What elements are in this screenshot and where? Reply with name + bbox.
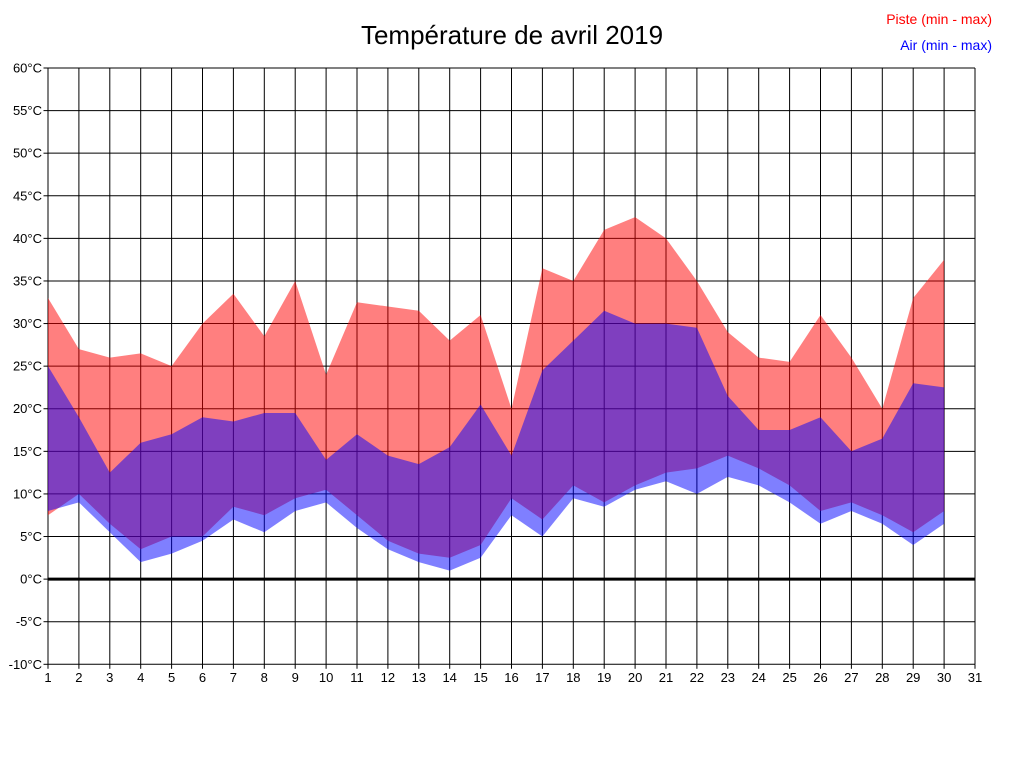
legend-item-piste: Piste (min - max)	[886, 11, 992, 27]
x-tick-label: 7	[230, 670, 237, 685]
x-tick-label: 22	[690, 670, 704, 685]
x-tick-label: 12	[381, 670, 395, 685]
y-tick-label: 5°C	[20, 529, 42, 544]
y-axis-labels: 60°C 55°C 50°C 45°C 40°C 35°C 30°C 25°C 20°C 15°C…	[9, 61, 42, 672]
x-tick-label: 8	[261, 670, 268, 685]
x-tick-label: 4	[137, 670, 144, 685]
y-tick-label: 45°C	[13, 188, 42, 203]
y-tick-label: 10°C	[13, 486, 42, 501]
air-band	[48, 310, 945, 571]
x-axis-labels: 1 2 3 4 5 6 7 8 9 10 11 12 13 14 15 16 17 18 19 20 21 22 23 24 2…	[44, 670, 982, 685]
x-tick-label: 31	[968, 670, 982, 685]
y-tick-label: 20°C	[13, 401, 42, 416]
x-tick-label: 28	[875, 670, 889, 685]
x-tick-label: 18	[566, 670, 580, 685]
y-tick-label: 30°C	[13, 316, 42, 331]
x-tick-label: 3	[106, 670, 113, 685]
x-tick-label: 26	[813, 670, 827, 685]
chart-title: Température de avril 2019	[360, 20, 664, 50]
x-tick-label: 29	[906, 670, 920, 685]
x-tick-label: 17	[535, 670, 549, 685]
x-tick-label: 30	[937, 670, 951, 685]
y-tick-label: -5°C	[16, 614, 42, 629]
x-tick-label: 16	[504, 670, 518, 685]
legend-item-air: Air (min - max)	[900, 37, 992, 53]
x-tick-label: 25	[782, 670, 796, 685]
x-tick-label: 27	[844, 670, 858, 685]
x-tick-label: 23	[721, 670, 735, 685]
x-tick-label: 15	[473, 670, 487, 685]
x-tick-label: 13	[412, 670, 426, 685]
y-tick-label: -10°C	[9, 657, 42, 672]
x-tick-label: 6	[199, 670, 206, 685]
y-tick-label: 35°C	[13, 273, 42, 288]
x-tick-label: 24	[751, 670, 765, 685]
x-tick-label: 21	[659, 670, 673, 685]
legend: Piste (min - max) Air (min - max)	[886, 6, 992, 58]
y-tick-label: 50°C	[13, 146, 42, 161]
x-tick-label: 11	[350, 670, 364, 685]
x-tick-label: 20	[628, 670, 642, 685]
x-tick-label: 9	[292, 670, 299, 685]
y-tick-label: 40°C	[13, 231, 42, 246]
x-tick-label: 1	[44, 670, 51, 685]
y-tick-label: 0°C	[20, 572, 42, 587]
x-tick-label: 2	[75, 670, 82, 685]
x-tick-label: 14	[442, 670, 456, 685]
x-tick-label: 19	[597, 670, 611, 685]
y-tick-label: 60°C	[13, 61, 42, 76]
y-tick-label: 55°C	[13, 103, 42, 118]
x-tick-label: 10	[319, 670, 333, 685]
y-tick-label: 25°C	[13, 359, 42, 374]
y-tick-label: 15°C	[13, 444, 42, 459]
x-tick-label: 5	[168, 670, 175, 685]
